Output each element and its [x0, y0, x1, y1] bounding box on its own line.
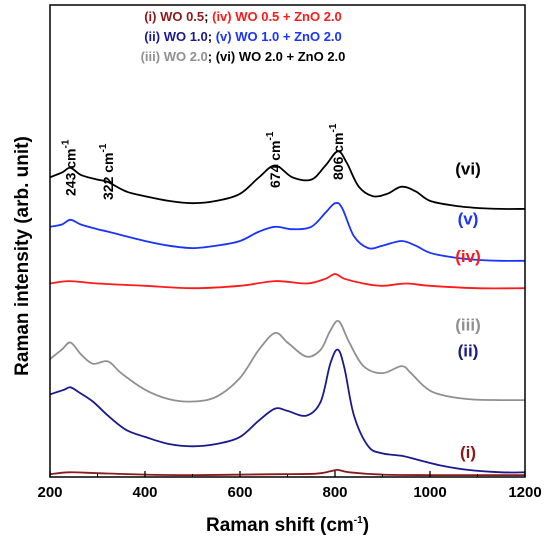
series-line-iv — [49, 273, 526, 290]
series-label-v: (v) — [458, 209, 479, 228]
x-tick-label-800: 800 — [322, 484, 347, 501]
peak-label-806: 806 cm-1 — [328, 123, 346, 180]
legend-entry-iii-wo-2-0: (iii) WO 2.0 — [141, 49, 208, 64]
x-tick-label-200: 200 — [37, 484, 62, 501]
series-line-i — [49, 468, 525, 477]
legend-entry-sep: ; — [208, 29, 216, 44]
peak-label-674: 674 cm-1 — [265, 131, 283, 188]
x-tick-label-1200: 1200 — [508, 484, 541, 501]
series-line-v — [49, 201, 526, 262]
y-axis-title: Raman intensity (arb. unit) — [12, 136, 33, 376]
legend-entry-sep: ; — [208, 49, 216, 64]
legend-entry-ii-wo-1-0: (ii) WO 1.0 — [144, 29, 208, 44]
series-label-i: (i) — [460, 443, 476, 462]
legend-line-3: (iii) WO 2.0; (vi) WO 2.0 + ZnO 2.0 — [141, 49, 346, 64]
plot-frame — [49, 4, 526, 478]
peak-label-243: 243 cm-1 — [60, 139, 78, 196]
series-line-ii — [49, 348, 526, 474]
legend-entry-i-wo-0-5: (i) WO 0.5 — [144, 9, 204, 24]
labels-layer: (i) (ii) (iii) (iv) (v) (vi) — [455, 160, 481, 462]
legend-line-1: (i) WO 0.5; (iv) WO 0.5 + ZnO 2.0 — [144, 9, 342, 24]
series-line-vi — [49, 150, 526, 210]
legend-entry-v-wo-1-0-zno-2-0: (v) WO 1.0 + ZnO 2.0 — [216, 29, 342, 44]
legend: (i) WO 0.5; (iv) WO 0.5 + ZnO 2.0 (ii) WO… — [141, 9, 346, 64]
x-tick-label-600: 600 — [227, 484, 252, 501]
x-axis-title: Raman shift (cm-1) — [206, 515, 369, 536]
legend-entry-vi-wo-2-0-zno-2-0: (vi) WO 2.0 + ZnO 2.0 — [216, 49, 346, 64]
legend-line-2: (ii) WO 1.0; (v) WO 1.0 + ZnO 2.0 — [144, 29, 342, 44]
series-layer — [49, 150, 526, 477]
series-label-ii: (ii) — [458, 341, 479, 360]
series-label-iv: (iv) — [455, 247, 481, 266]
x-tick-label-400: 400 — [132, 484, 157, 501]
series-label-iii: (iii) — [455, 315, 481, 334]
peak-annotations: 243 cm-1 322 cm-1 674 cm-1 806 cm-1 — [60, 123, 345, 200]
peak-label-322: 322 cm-1 — [98, 143, 116, 200]
ticks-layer: 200 400 600 800 1000 1200 — [37, 471, 542, 501]
series-label-vi: (vi) — [455, 160, 481, 179]
legend-entry-sep: ; — [204, 9, 212, 24]
legend-entry-iv-wo-0-5-zno-2-0: (iv) WO 0.5 + ZnO 2.0 — [212, 9, 342, 24]
series-line-iii — [49, 320, 526, 403]
x-tick-label-1000: 1000 — [413, 484, 446, 501]
